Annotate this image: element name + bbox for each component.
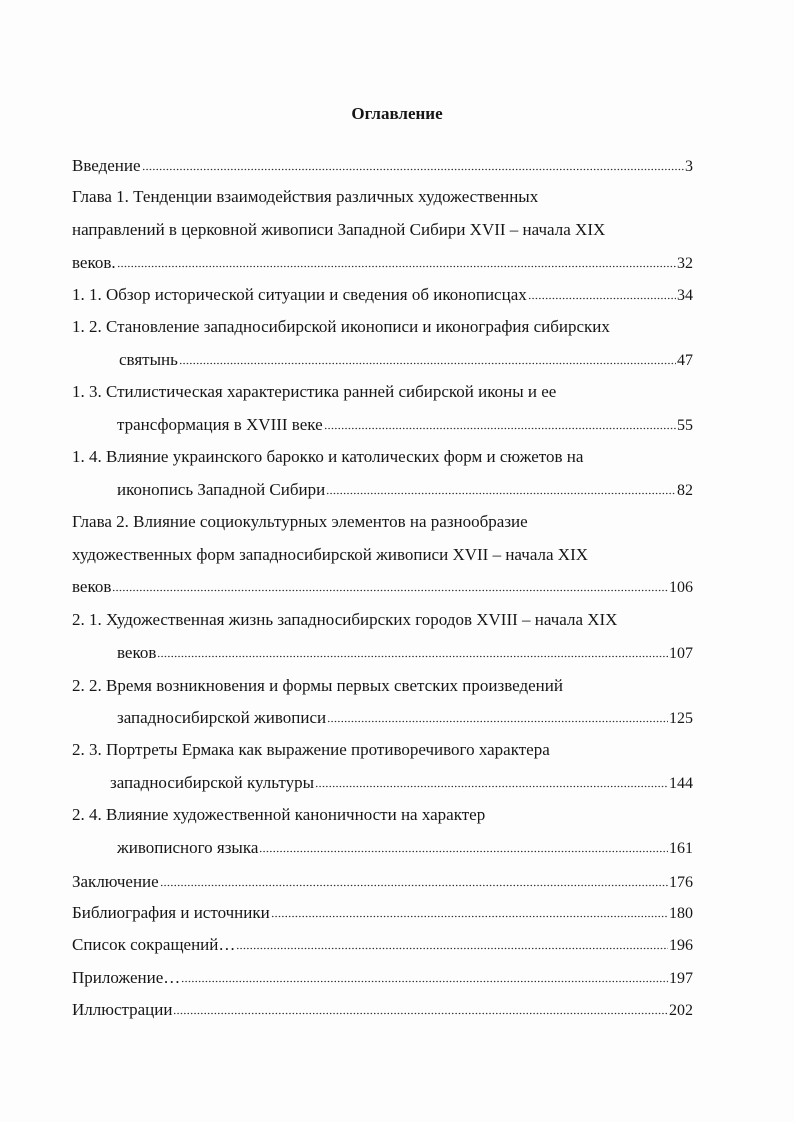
dot-leader [323,426,676,430]
toc-entry-text: 2. 4. Влияние художественной каноничност… [72,805,486,824]
toc-entry-text: 2. 3. Портреты Ермака как выражение прот… [72,740,550,759]
toc-entry[interactable]: Приложение… 197 [72,967,693,989]
page-number: 55 [677,417,693,434]
toc-entry-line: Глава 1. Тенденции взаимодействия различ… [72,186,538,208]
dot-leader [181,979,668,983]
toc-entry-text: 1. 1. Обзор исторической ситуации и свед… [72,285,527,304]
dot-leader [527,296,676,300]
page-number: 176 [669,874,693,891]
page-number: 144 [669,775,693,792]
dot-leader [259,849,668,853]
toc-entry[interactable]: святынь 47 [119,349,693,371]
toc-entry-text: Введение [72,156,141,175]
toc-entry-text: веков. [72,253,116,272]
toc-entry[interactable]: веков 107 [117,642,693,664]
dot-leader [236,946,668,950]
toc-entry[interactable]: западносибирской культуры 144 [110,772,693,794]
page-number: 202 [669,1002,693,1019]
toc-title: Оглавление [351,104,443,123]
toc-entry-line: 2. 3. Портреты Ермака как выражение прот… [72,739,550,761]
toc-entry-line: направлений в церковной живописи Западно… [72,219,605,241]
page-number: 125 [669,710,693,727]
toc-entry-text: живописного языка [117,838,259,857]
page-number: 180 [669,905,693,922]
toc-entry-text: 1. 4. Влияние украинского барокко и като… [72,447,584,466]
page-number: 106 [669,579,693,596]
page-number: 32 [677,255,693,272]
toc-entry-text: художественных форм западносибирской жив… [72,545,589,564]
page-number: 197 [669,970,693,987]
toc-entry-text: Библиография и источники [72,903,270,922]
page-number: 82 [677,482,693,499]
toc-entry[interactable]: Библиография и источники 180 [72,902,693,924]
toc-entry[interactable]: западносибирской живописи 125 [117,707,693,729]
dot-leader [112,588,668,592]
toc-entry-line: художественных форм западносибирской жив… [72,544,588,566]
toc-entry-text: Глава 2. Влияние социокультурных элемент… [72,512,528,531]
toc-entry[interactable]: веков. 32 [72,252,693,274]
toc-entry[interactable]: живописного языка 161 [117,837,693,859]
dot-leader [159,883,668,887]
page-number: 47 [677,352,693,369]
toc-entry-text: 2. 1. Художественная жизнь западносибирс… [72,610,618,629]
page-number: 3 [685,158,693,175]
toc-entry[interactable]: трансформация в XVIII веке 55 [117,414,693,436]
toc-entry[interactable]: Заключение 176 [72,871,693,893]
toc-entry-text: святынь [119,350,178,369]
dot-leader [141,167,684,171]
page-number: 34 [677,287,693,304]
toc-entry-line: 1. 4. Влияние украинского барокко и като… [72,446,583,468]
toc-entry-text: 1. 3. Стилистическая характеристика ранн… [72,382,557,401]
dot-leader [315,784,668,788]
toc-entry-text: Приложение… [72,968,181,987]
dot-leader [327,719,668,723]
toc-entry-text: иконопись Западной Сибири [117,480,326,499]
toc-entry-text: веков [72,577,112,596]
toc-entry[interactable]: 1. 1. Обзор исторической ситуации и свед… [72,284,693,306]
toc-entry-line: 1. 2. Становление западносибирской иконо… [72,316,610,338]
dot-leader [173,1011,668,1015]
toc-entry-text: Список сокращений… [72,935,236,954]
dot-leader [270,914,668,918]
dot-leader [326,491,676,495]
toc-entry-line: Глава 2. Влияние социокультурных элемент… [72,511,528,533]
toc-entry-text: трансформация в XVIII веке [117,415,323,434]
toc-entry[interactable]: Список сокращений… 196 [72,934,693,956]
toc-entry-text: Глава 1. Тенденции взаимодействия различ… [72,187,539,206]
toc-entry-text: западносибирской культуры [110,773,315,792]
toc-entry-text: 1. 2. Становление западносибирской иконо… [72,317,610,336]
toc-entry-text: Иллюстрации [72,1000,173,1019]
toc-entry[interactable]: веков 106 [72,576,693,598]
page-number: 196 [669,937,693,954]
toc-entry-text: направлений в церковной живописи Западно… [72,220,606,239]
toc-entry-text: 2. 2. Время возникновения и формы первых… [72,676,563,695]
toc-entry-text: веков [117,643,157,662]
page-number: 107 [669,645,693,662]
dot-leader [157,654,668,658]
toc-entry[interactable]: Иллюстрации 202 [72,999,693,1021]
toc-entry-line: 1. 3. Стилистическая характеристика ранн… [72,381,556,403]
toc-entry-text: Заключение [72,872,159,891]
toc-entry-line: 2. 1. Художественная жизнь западносибирс… [72,609,617,631]
toc-entry[interactable]: иконопись Западной Сибири 82 [117,479,693,501]
toc-entry-line: 2. 2. Время возникновения и формы первых… [72,675,563,697]
toc-entry-line: 2. 4. Влияние художественной каноничност… [72,804,485,826]
toc-entry[interactable]: Введение 3 [72,155,693,177]
dot-leader [116,264,676,268]
toc-entry-text: западносибирской живописи [117,708,327,727]
dot-leader [178,361,676,365]
page-number: 161 [669,840,693,857]
